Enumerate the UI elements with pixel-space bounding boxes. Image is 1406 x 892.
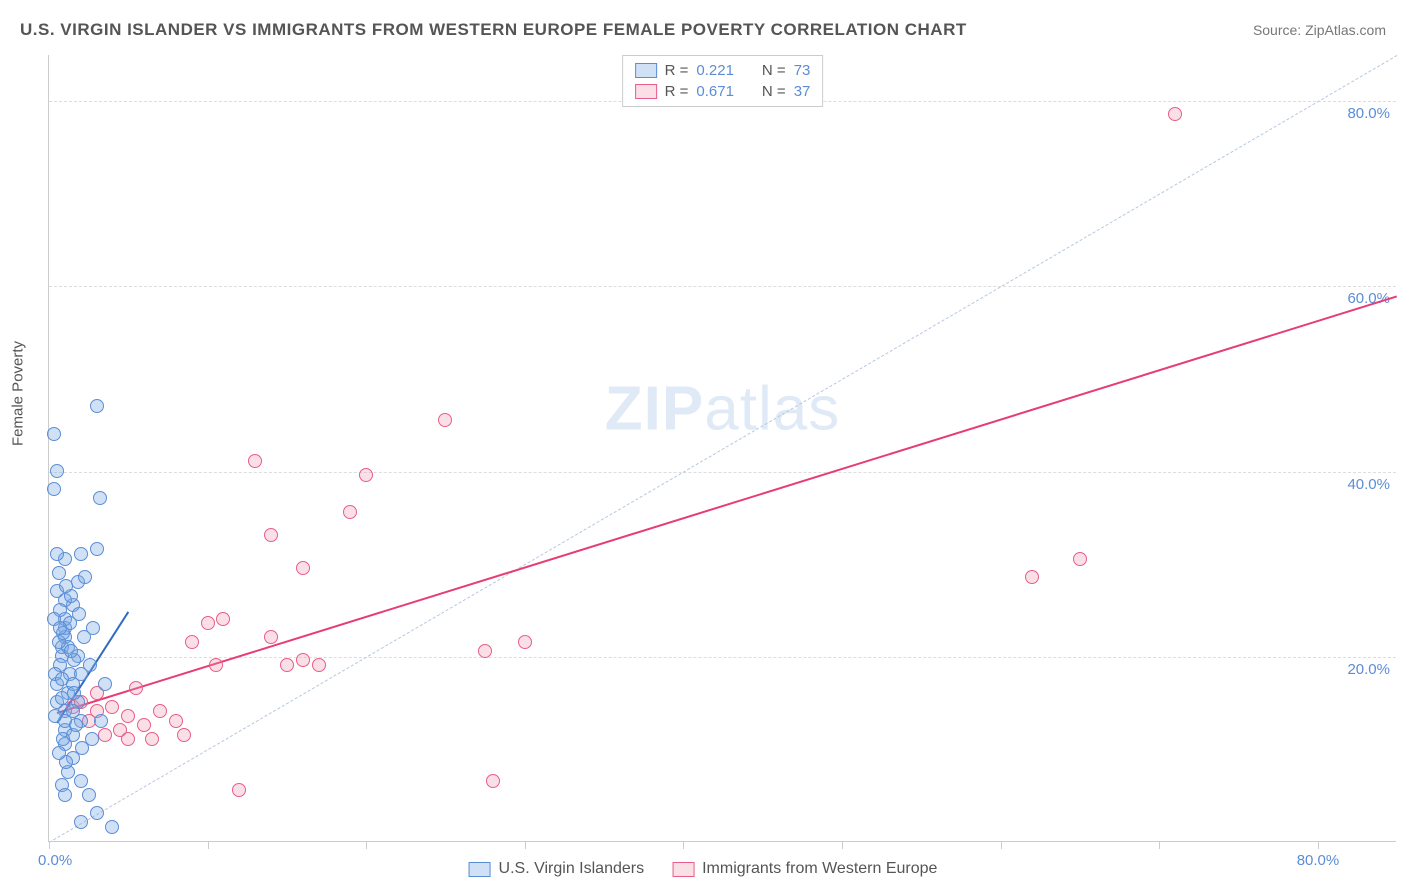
y-axis-label: Female Poverty [10, 341, 27, 446]
data-point-series1 [66, 704, 80, 718]
data-point-series1 [47, 427, 61, 441]
data-point-series1 [47, 482, 61, 496]
data-point-series1 [98, 677, 112, 691]
x-axis-zero-label: 0.0% [38, 852, 72, 869]
data-point-series1 [50, 464, 64, 478]
data-point-series2 [185, 635, 199, 649]
data-point-series2 [486, 774, 500, 788]
scatter-plot-area: ZIPatlas R =0.221N =73R =0.671N =37 20.0… [48, 55, 1396, 842]
data-point-series1 [58, 788, 72, 802]
legend-correlation-row: R =0.221N =73 [623, 60, 823, 81]
correlation-legend: R =0.221N =73R =0.671N =37 [622, 55, 824, 107]
data-point-series1 [52, 746, 66, 760]
data-point-series1 [69, 718, 83, 732]
data-point-series1 [78, 570, 92, 584]
data-point-series2 [1025, 570, 1039, 584]
data-point-series2 [280, 658, 294, 672]
y-tick-label: 80.0% [1347, 105, 1390, 122]
data-point-series1 [48, 709, 62, 723]
y-tick-label: 20.0% [1347, 661, 1390, 678]
data-point-series2 [343, 505, 357, 519]
legend-swatch [469, 862, 491, 877]
data-point-series2 [438, 413, 452, 427]
series-legend: U.S. Virgin Islanders Immigrants from Wes… [469, 860, 938, 878]
data-point-series1 [90, 399, 104, 413]
x-axis-max-label: 80.0% [1297, 852, 1340, 869]
data-point-series1 [56, 732, 70, 746]
data-point-series2 [121, 732, 135, 746]
data-point-series1 [90, 806, 104, 820]
data-point-series1 [85, 732, 99, 746]
legend-swatch [635, 63, 657, 78]
data-point-series2 [105, 700, 119, 714]
data-point-series1 [55, 672, 69, 686]
data-point-series1 [52, 566, 66, 580]
legend-swatch [672, 862, 694, 877]
legend-swatch [635, 84, 657, 99]
data-point-series1 [74, 774, 88, 788]
data-point-series1 [74, 815, 88, 829]
data-point-series2 [296, 653, 310, 667]
data-point-series2 [478, 644, 492, 658]
data-point-series1 [90, 542, 104, 556]
data-point-series2 [248, 454, 262, 468]
data-point-series2 [98, 728, 112, 742]
data-point-series1 [50, 547, 64, 561]
data-point-series2 [137, 718, 151, 732]
data-point-series1 [83, 658, 97, 672]
data-point-series1 [82, 788, 96, 802]
chart-title: U.S. VIRGIN ISLANDER VS IMMIGRANTS FROM … [20, 20, 967, 40]
legend-series-item: U.S. Virgin Islanders [469, 860, 645, 878]
data-point-series2 [232, 783, 246, 797]
legend-series-item: Immigrants from Western Europe [672, 860, 937, 878]
data-point-series2 [312, 658, 326, 672]
data-point-series2 [216, 612, 230, 626]
data-point-series2 [518, 635, 532, 649]
data-point-series1 [94, 714, 108, 728]
data-point-series2 [153, 704, 167, 718]
data-point-series2 [121, 709, 135, 723]
data-point-series2 [1168, 107, 1182, 121]
data-point-series2 [296, 561, 310, 575]
legend-correlation-row: R =0.671N =37 [623, 81, 823, 102]
data-point-series1 [59, 579, 73, 593]
data-point-series2 [201, 616, 215, 630]
data-point-series1 [53, 621, 67, 635]
data-point-series2 [264, 630, 278, 644]
y-tick-label: 40.0% [1347, 476, 1390, 493]
data-point-series2 [1073, 552, 1087, 566]
data-point-series2 [359, 468, 373, 482]
data-point-series1 [67, 686, 81, 700]
data-point-series1 [93, 491, 107, 505]
data-point-series1 [74, 547, 88, 561]
data-point-series2 [209, 658, 223, 672]
data-point-series2 [145, 732, 159, 746]
data-point-series1 [77, 630, 91, 644]
watermark: ZIPatlas [605, 373, 840, 444]
data-point-series1 [72, 607, 86, 621]
source-attribution: Source: ZipAtlas.com [1253, 22, 1386, 38]
data-point-series2 [129, 681, 143, 695]
data-point-series2 [264, 528, 278, 542]
data-point-series1 [64, 644, 78, 658]
data-point-series2 [169, 714, 183, 728]
data-point-series1 [105, 820, 119, 834]
data-point-series2 [177, 728, 191, 742]
